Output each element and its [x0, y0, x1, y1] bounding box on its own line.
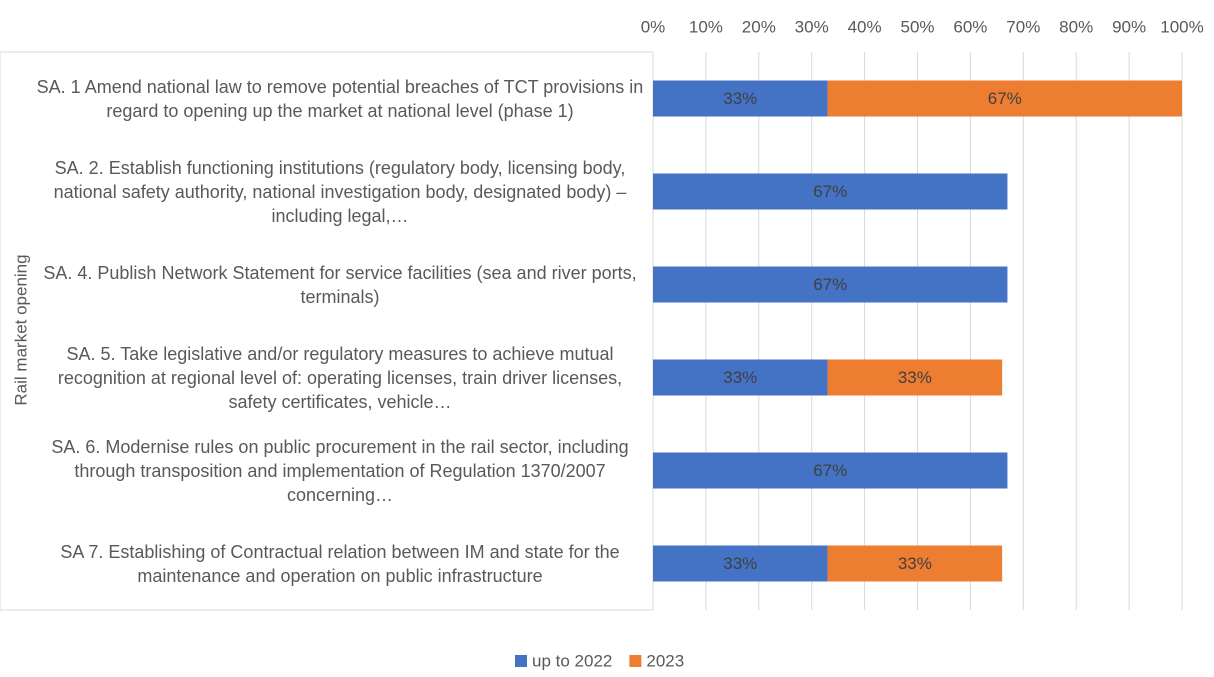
data-label: 33%	[723, 89, 757, 108]
data-label: 33%	[898, 368, 932, 387]
x-tick-label: 100%	[1160, 17, 1203, 36]
x-tick-label: 20%	[742, 17, 776, 36]
data-label: 33%	[723, 368, 757, 387]
data-label: 67%	[813, 182, 847, 201]
bar-segment	[827, 80, 1182, 117]
x-tick-label: 60%	[953, 17, 987, 36]
x-tick-label: 0%	[641, 17, 666, 36]
x-tick-label: 50%	[900, 17, 934, 36]
category-label: SA. 5. Take legislative and/or regulator…	[57, 343, 623, 412]
data-label: 67%	[813, 461, 847, 480]
bar-segment	[827, 545, 1003, 582]
bar-segment	[653, 359, 828, 396]
legend-swatch	[629, 655, 642, 667]
category-label: SA. 4. Publish Network Statement for ser…	[43, 262, 637, 307]
category-label: SA 7. Establishing of Contractual relati…	[60, 541, 620, 586]
y-axis-title: Rail market opening	[11, 254, 30, 405]
category-label: SA. 6. Modernise rules on public procure…	[51, 436, 629, 505]
data-label: 67%	[813, 275, 847, 294]
x-tick-label: 30%	[795, 17, 829, 36]
x-tick-label: 10%	[689, 17, 723, 36]
x-tick-label: 70%	[1006, 17, 1040, 36]
data-label: 67%	[988, 89, 1022, 108]
data-label: 33%	[898, 554, 932, 573]
bar-segment	[653, 452, 1008, 489]
bar-segment	[653, 80, 828, 117]
bar-segment	[827, 359, 1003, 396]
x-tick-label: 90%	[1112, 17, 1146, 36]
bar-segment	[653, 266, 1008, 303]
bar-segment	[653, 545, 828, 582]
bar-segment	[653, 173, 1008, 210]
legend-label: 2023	[646, 651, 684, 670]
x-tick-label: 40%	[848, 17, 882, 36]
category-label: SA. 1 Amend national law to remove poten…	[36, 76, 644, 121]
x-tick-label: 80%	[1059, 17, 1093, 36]
legend-label: up to 2022	[532, 651, 612, 670]
category-label: SA. 2. Establish functioning institution…	[53, 157, 627, 226]
legend-swatch	[515, 655, 527, 667]
data-label: 33%	[723, 554, 757, 573]
